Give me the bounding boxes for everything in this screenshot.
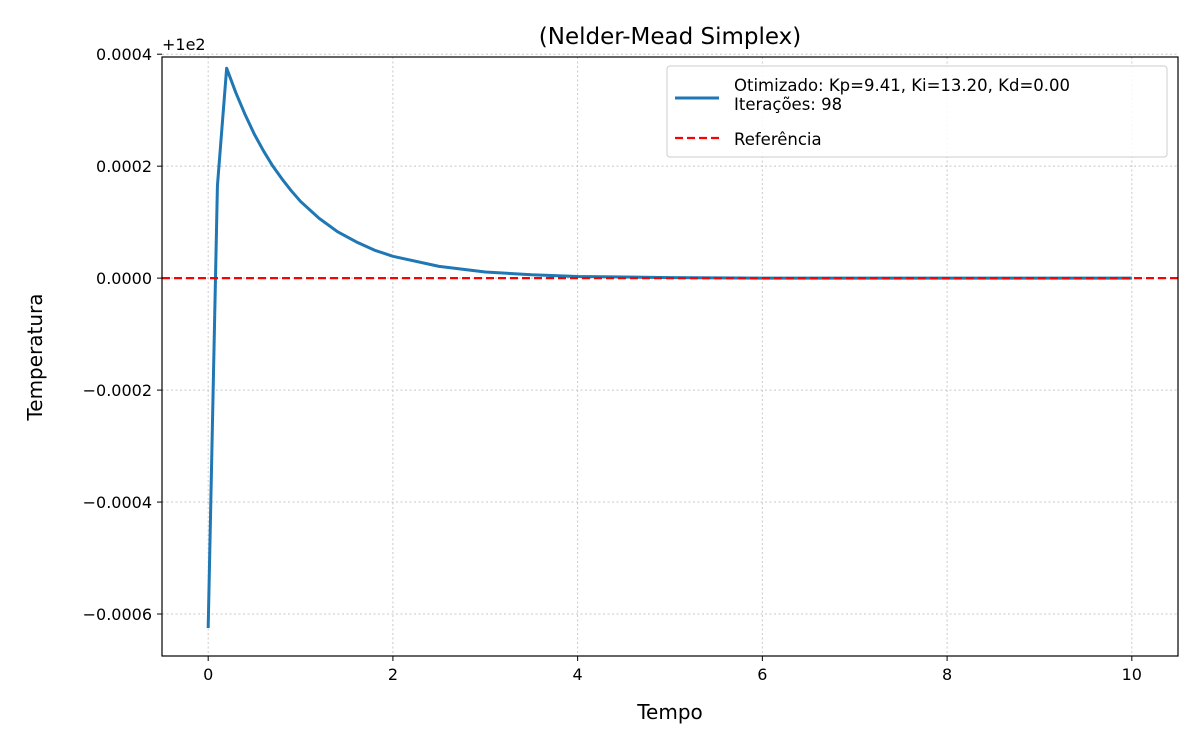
y-axis-ticks: −0.0006 −0.0004 −0.0002 0.0000 0.0002 0.0004 bbox=[83, 45, 162, 624]
x-tick-label: 2 bbox=[388, 665, 398, 684]
axes-frame bbox=[161, 56, 1179, 657]
y-tick-label: 0.0004 bbox=[96, 45, 152, 64]
x-axis-label: Tempo bbox=[636, 700, 703, 724]
y-tick-label: −0.0004 bbox=[83, 493, 152, 512]
y-tick-label: −0.0002 bbox=[83, 381, 152, 400]
x-tick-label: 4 bbox=[573, 665, 583, 684]
legend: Otimizado: Kp=9.41, Ki=13.20, Kd=0.00 Ite… bbox=[666, 65, 1168, 158]
x-tick-label: 8 bbox=[942, 665, 952, 684]
x-tick-label: 10 bbox=[1122, 665, 1142, 684]
x-tick-label: 6 bbox=[757, 665, 767, 684]
y-axis-label: Temperatura bbox=[23, 293, 47, 421]
y-tick-label: −0.0006 bbox=[83, 605, 152, 624]
y-offset-text: +1e2 bbox=[162, 35, 206, 54]
optimized-response-line bbox=[206, 66, 1132, 629]
legend-label-line: Otimizado: Kp=9.41, Ki=13.20, Kd=0.00 bbox=[734, 76, 1070, 95]
legend-box bbox=[666, 65, 1168, 158]
chart-title: (Nelder-Mead Simplex) bbox=[539, 24, 801, 50]
legend-label-line: Iterações: 98 bbox=[734, 95, 842, 114]
legend-label-reference: Referência bbox=[734, 130, 822, 149]
plot-series bbox=[162, 66, 1178, 629]
x-axis-ticks: 0 2 4 6 8 10 bbox=[203, 656, 1142, 684]
y-tick-label: 0.0002 bbox=[96, 157, 152, 176]
x-tick-label: 0 bbox=[203, 665, 213, 684]
legend-label-optimized: Otimizado: Kp=9.41, Ki=13.20, Kd=0.00 Ite… bbox=[734, 76, 1070, 114]
y-tick-label: 0.0000 bbox=[96, 269, 152, 288]
